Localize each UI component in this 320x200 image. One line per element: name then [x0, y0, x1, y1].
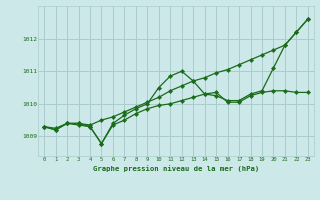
X-axis label: Graphe pression niveau de la mer (hPa): Graphe pression niveau de la mer (hPa)	[93, 165, 259, 172]
